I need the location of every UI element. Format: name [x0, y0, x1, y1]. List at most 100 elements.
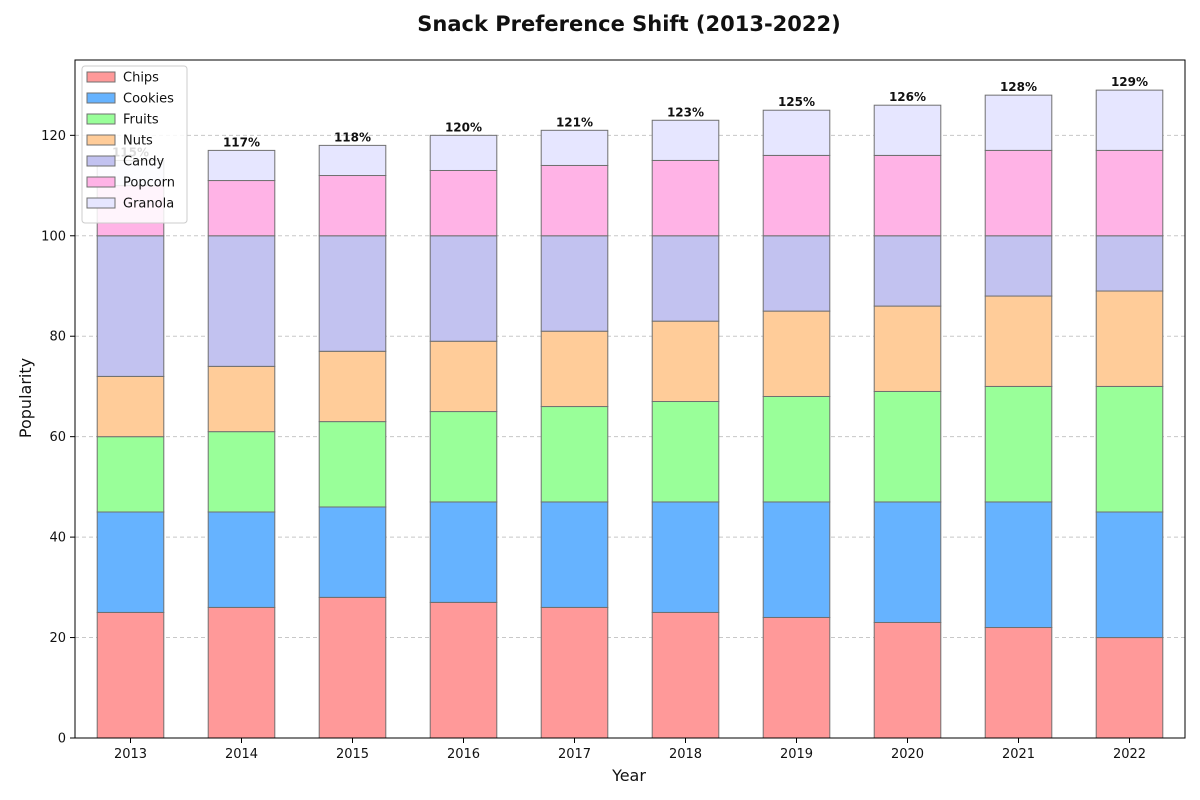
legend-label-nuts: Nuts: [123, 134, 153, 149]
bar-segment-chips-2018: [651, 611, 720, 739]
bar-segment-fruits-2014: [207, 431, 276, 513]
bar-segment-fruits-2022: [1095, 385, 1164, 513]
x-tick-label-2020: 2020: [891, 747, 924, 762]
axes: [74, 59, 1186, 739]
bar-segment-candy-2019: [762, 235, 831, 312]
y-tick-label: 40: [49, 531, 66, 546]
bar-segment-granola-2019: [762, 109, 831, 156]
total-label-2017: 121%: [556, 115, 593, 129]
bar-segment-fruits-2021: [984, 385, 1053, 503]
legend-swatch-granola: [86, 197, 116, 209]
bar-segment-granola-2017: [540, 129, 609, 166]
bar-segment-cookies-2013: [96, 511, 165, 613]
x-tick-label-2016: 2016: [447, 747, 480, 762]
chart-title: Snack Preference Shift (2013-2022): [417, 12, 840, 36]
bar-segment-candy-2016: [429, 235, 498, 342]
bar-segment-cookies-2017: [540, 501, 609, 608]
bar-segment-candy-2022: [1095, 235, 1164, 292]
bar-segment-candy-2020: [873, 235, 942, 307]
bar-segment-candy-2014: [207, 235, 276, 367]
bar-segment-popcorn-2019: [762, 154, 831, 237]
legend-label-granola: Granola: [123, 197, 174, 212]
bar-segment-chips-2016: [429, 601, 498, 739]
bar-segment-granola-2016: [429, 134, 498, 171]
legend-swatch-nuts: [86, 134, 116, 146]
x-tick-label-2018: 2018: [669, 747, 702, 762]
bar-segment-granola-2020: [873, 104, 942, 156]
legend-swatch-popcorn: [86, 176, 116, 188]
plot-frame: [74, 59, 1186, 739]
x-tick-label-2019: 2019: [780, 747, 813, 762]
bar-segment-granola-2018: [651, 119, 720, 161]
bar-segment-candy-2018: [651, 235, 720, 322]
bar-segment-chips-2022: [1095, 637, 1164, 739]
legend-swatch-candy: [86, 155, 116, 167]
bar-segment-cookies-2021: [984, 501, 1053, 629]
bar-segment-popcorn-2017: [540, 164, 609, 237]
bar-segment-popcorn-2020: [873, 154, 942, 237]
x-axis-label: Year: [611, 766, 646, 785]
bar-segment-nuts-2015: [318, 350, 387, 423]
total-label-2014: 117%: [223, 135, 260, 149]
bar-segment-nuts-2022: [1095, 290, 1164, 387]
x-tick-label-2015: 2015: [336, 747, 369, 762]
bar-segment-cookies-2015: [318, 506, 387, 598]
x-ticks: 2013 2014 2015 2016 2017 2018 2019 2020 2021 2022: [114, 738, 1146, 762]
bar-segment-cookies-2022: [1095, 511, 1164, 639]
bar-segment-popcorn-2022: [1095, 149, 1164, 237]
legend-label-candy: Candy: [123, 155, 165, 170]
bar-segment-granola-2015: [318, 144, 387, 177]
total-label-2018: 123%: [667, 105, 704, 119]
bar-segment-fruits-2019: [762, 395, 831, 503]
bar-segment-popcorn-2016: [429, 169, 498, 237]
total-labels: 115%117%118%120%121%123%125%126%128%129%: [112, 75, 1148, 159]
legend-label-fruits: Fruits: [123, 113, 159, 128]
bar-segment-cookies-2020: [873, 501, 942, 623]
legend-label-cookies: Cookies: [123, 92, 174, 107]
bar-segment-nuts-2021: [984, 295, 1053, 387]
legend-swatch-cookies: [86, 92, 116, 104]
bar-segment-fruits-2017: [540, 406, 609, 503]
bar-segment-popcorn-2021: [984, 149, 1053, 237]
bar-segment-candy-2013: [96, 235, 165, 377]
bar-segment-nuts-2019: [762, 310, 831, 397]
total-label-2021: 128%: [1000, 80, 1037, 94]
bar-segment-nuts-2018: [651, 320, 720, 403]
bar-segment-popcorn-2018: [651, 159, 720, 237]
bar-segment-nuts-2016: [429, 340, 498, 413]
total-label-2019: 125%: [778, 95, 815, 109]
bars: [96, 89, 1164, 739]
y-tick-label: 60: [49, 430, 66, 445]
bar-segment-popcorn-2015: [318, 175, 387, 237]
legend-label-chips: Chips: [123, 71, 159, 86]
bar-segment-cookies-2018: [651, 501, 720, 613]
legend: Chips Cookies Fruits Nuts Candy Popcorn Granol…: [81, 65, 188, 224]
bar-segment-cookies-2014: [207, 511, 276, 608]
bar-segment-candy-2017: [540, 235, 609, 332]
bar-segment-nuts-2020: [873, 305, 942, 392]
bar-segment-popcorn-2014: [207, 180, 276, 237]
bar-segment-fruits-2020: [873, 390, 942, 503]
total-label-2020: 126%: [889, 90, 926, 104]
y-tick-label: 100: [41, 229, 66, 244]
bar-segment-chips-2015: [318, 596, 387, 739]
x-tick-label-2013: 2013: [114, 747, 147, 762]
y-tick-label: 120: [41, 129, 66, 144]
y-axis-label: Popularity: [16, 358, 35, 438]
bar-segment-granola-2021: [984, 94, 1053, 151]
legend-swatch-fruits: [86, 113, 116, 125]
bar-segment-fruits-2018: [651, 401, 720, 503]
y-ticks: 0 20 40 60 80 100 120: [41, 129, 75, 747]
y-tick-label: 20: [49, 631, 66, 646]
y-tick-label: 0: [58, 732, 66, 747]
x-tick-label-2022: 2022: [1113, 747, 1146, 762]
bar-segment-nuts-2017: [540, 330, 609, 408]
bar-segment-granola-2022: [1095, 89, 1164, 151]
bar-segment-cookies-2016: [429, 501, 498, 603]
bar-segment-chips-2019: [762, 616, 831, 739]
bar-segment-chips-2020: [873, 621, 942, 739]
total-label-2016: 120%: [445, 120, 482, 134]
bar-segment-cookies-2019: [762, 501, 831, 618]
bar-segment-nuts-2013: [96, 375, 165, 438]
